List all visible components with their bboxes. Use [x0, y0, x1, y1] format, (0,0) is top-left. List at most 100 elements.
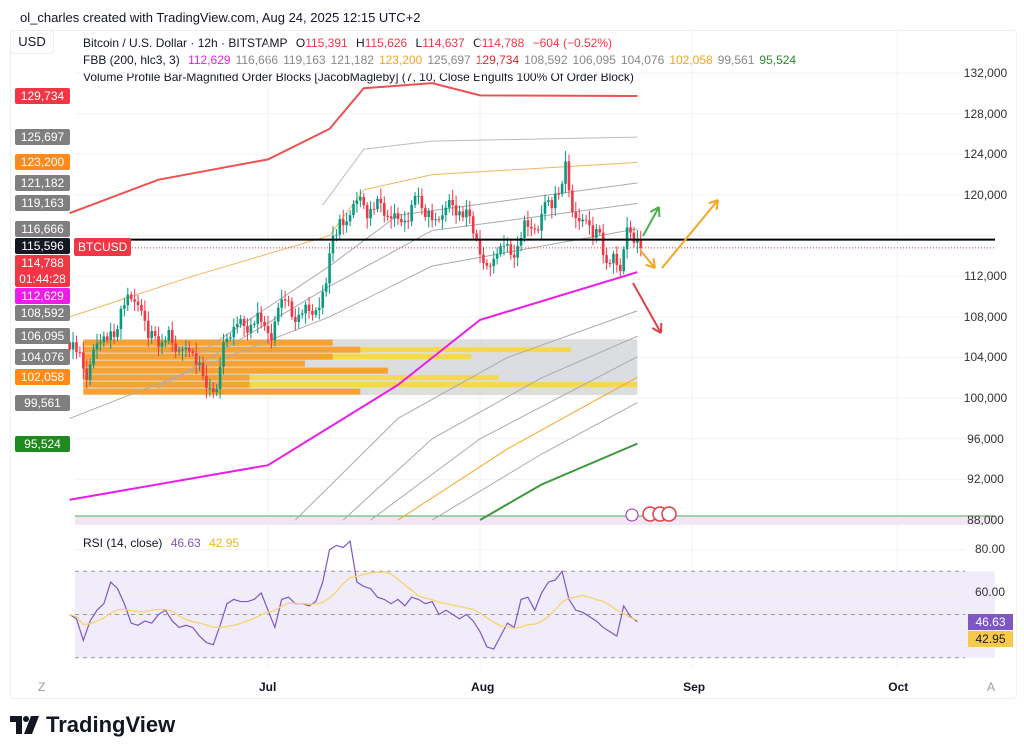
candle-body	[167, 330, 171, 342]
time-tick: Oct	[888, 680, 909, 694]
candle-body	[588, 220, 591, 226]
candle-body	[608, 262, 612, 264]
time-tick: Aug	[471, 680, 495, 694]
rsi-ma-value: 42.95	[209, 536, 240, 550]
orange-down-arrow-head	[645, 263, 656, 269]
price-badge: 119,163	[15, 195, 70, 212]
currency-button[interactable]: USD	[10, 30, 54, 54]
auto-scale-a-button[interactable]: A	[987, 680, 996, 694]
high-label: H	[356, 36, 365, 50]
fbb-value: 104,076	[620, 53, 665, 67]
candle-body	[553, 193, 557, 209]
candle-body	[618, 264, 622, 272]
price-badge: 125,697	[15, 129, 70, 146]
candle-body	[324, 283, 328, 292]
chart-frame	[10, 30, 1017, 699]
candle-body	[465, 209, 468, 218]
fbb-band-line	[479, 442, 638, 521]
rsi-tick: 80.00	[975, 541, 1006, 556]
candle-body	[318, 307, 321, 311]
fbb-band-line	[69, 271, 638, 501]
candle-body	[140, 304, 143, 311]
rsi-title: RSI (14, close)	[83, 536, 163, 550]
price-tick: 88,000	[967, 513, 1004, 528]
candle-body	[389, 216, 393, 219]
candle-body	[437, 219, 441, 221]
candle-body	[598, 228, 602, 233]
candle-body	[283, 299, 287, 301]
last-price-badge: 114,788 01:44:28	[15, 254, 70, 287]
candle-body	[365, 205, 369, 219]
fbb-legend[interactable]: FBB (200, hlc3, 3) 112,629 116,666 119,163…	[83, 53, 801, 67]
volume-profile-bar	[83, 367, 389, 374]
candle-body	[485, 262, 489, 266]
candle-body	[427, 211, 431, 217]
candle-body	[188, 347, 191, 352]
candle-body	[499, 246, 502, 254]
price-badge: 95,524	[15, 435, 70, 452]
candle-body	[454, 205, 458, 216]
candle-body	[242, 318, 246, 326]
fbb-band-line	[322, 136, 638, 206]
last-price-value: 114,788	[21, 255, 64, 270]
candle-body	[170, 330, 174, 344]
volume-profile-bar	[83, 346, 361, 353]
candle-body	[458, 211, 461, 216]
candle-body	[116, 329, 119, 338]
candle-body	[601, 232, 605, 256]
green-up-arrow	[642, 206, 660, 237]
candle-body	[133, 299, 136, 302]
tradingview-logo-icon	[10, 716, 39, 734]
candle-body	[406, 220, 410, 222]
candle-body	[147, 320, 150, 339]
candle-body	[297, 314, 301, 322]
volume-profile-bar	[83, 388, 361, 395]
candle-body	[348, 215, 352, 222]
volume-profile-bar	[83, 382, 638, 388]
fbb-value: 102,058	[669, 53, 713, 67]
price-badge: 102,058	[15, 369, 70, 386]
rsi-tick: 60.00	[975, 584, 1006, 599]
candle-body	[294, 316, 297, 322]
candle-body	[567, 161, 571, 191]
bar-countdown: 01:44:28	[19, 271, 66, 286]
price-badge: 116,666	[15, 220, 70, 237]
price-tick: 96,000	[967, 431, 1004, 446]
fbb-value: 99,561	[717, 53, 755, 67]
fbb-band-line	[192, 182, 638, 358]
candle-body	[410, 204, 413, 222]
candle-body	[376, 198, 379, 210]
rsi-legend[interactable]: RSI (14, close) 46.63 42.95	[83, 536, 244, 550]
tradingview-logo[interactable]: TradingView	[10, 712, 175, 738]
candle-body	[489, 265, 492, 267]
candle-body	[109, 331, 112, 341]
price-tick: 128,000	[963, 106, 1008, 121]
candle-body	[129, 294, 133, 300]
candle-body	[471, 216, 475, 234]
candle-body	[198, 362, 201, 365]
candle-body	[85, 368, 89, 380]
candle-body	[143, 310, 147, 321]
candle-body	[211, 387, 215, 393]
fbb-value: 129,734	[475, 53, 520, 67]
rsi-ma-line	[69, 571, 638, 629]
candle-body	[543, 202, 547, 214]
red-down-arrow-head	[651, 327, 662, 334]
auto-scale-z-button[interactable]: Z	[38, 680, 46, 694]
fbb-value: 108,592	[524, 53, 568, 67]
volume-profile-bar	[83, 375, 499, 381]
candle-body	[300, 313, 304, 315]
candle-body	[509, 244, 513, 255]
chart-credit: ol_charles created with TradingView.com,…	[20, 10, 421, 25]
price-tick: 92,000	[967, 472, 1004, 487]
candle-body	[153, 331, 157, 337]
candle-body	[372, 208, 376, 210]
candle-body	[362, 196, 366, 206]
candle-body	[495, 253, 499, 259]
candle-body	[331, 235, 335, 254]
price-badge: 115,596	[15, 237, 70, 254]
candle-body	[160, 342, 164, 347]
candle-body	[249, 324, 253, 333]
fbb-band-line	[295, 310, 638, 521]
